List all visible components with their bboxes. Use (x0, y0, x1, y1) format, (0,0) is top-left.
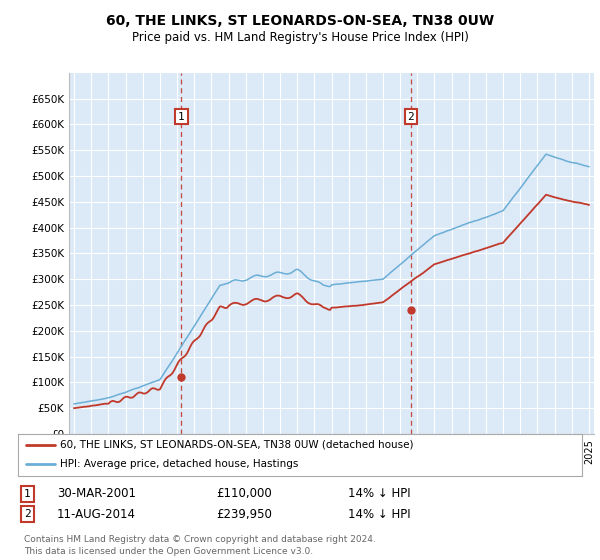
Text: 14% ↓ HPI: 14% ↓ HPI (348, 507, 410, 521)
Text: 60, THE LINKS, ST LEONARDS-ON-SEA, TN38 0UW (detached house): 60, THE LINKS, ST LEONARDS-ON-SEA, TN38 … (60, 440, 414, 450)
Text: Price paid vs. HM Land Registry's House Price Index (HPI): Price paid vs. HM Land Registry's House … (131, 31, 469, 44)
Text: 11-AUG-2014: 11-AUG-2014 (57, 507, 136, 521)
Text: 2: 2 (24, 509, 31, 519)
Text: £110,000: £110,000 (216, 487, 272, 501)
Text: Contains HM Land Registry data © Crown copyright and database right 2024.: Contains HM Land Registry data © Crown c… (24, 535, 376, 544)
Text: HPI: Average price, detached house, Hastings: HPI: Average price, detached house, Hast… (60, 459, 299, 469)
Text: 1: 1 (24, 489, 31, 499)
Text: 14% ↓ HPI: 14% ↓ HPI (348, 487, 410, 501)
Text: £239,950: £239,950 (216, 507, 272, 521)
Text: 2: 2 (407, 111, 414, 122)
Text: 30-MAR-2001: 30-MAR-2001 (57, 487, 136, 501)
Text: 60, THE LINKS, ST LEONARDS-ON-SEA, TN38 0UW: 60, THE LINKS, ST LEONARDS-ON-SEA, TN38 … (106, 14, 494, 28)
Text: 1: 1 (178, 111, 185, 122)
Text: This data is licensed under the Open Government Licence v3.0.: This data is licensed under the Open Gov… (24, 547, 313, 556)
